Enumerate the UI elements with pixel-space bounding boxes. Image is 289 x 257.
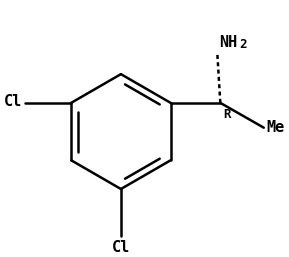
Text: NH: NH bbox=[219, 35, 237, 50]
Text: R: R bbox=[223, 108, 230, 121]
Text: Cl: Cl bbox=[4, 94, 22, 109]
Text: Cl: Cl bbox=[112, 240, 130, 255]
Text: 2: 2 bbox=[240, 38, 247, 51]
Text: Me: Me bbox=[266, 120, 284, 135]
